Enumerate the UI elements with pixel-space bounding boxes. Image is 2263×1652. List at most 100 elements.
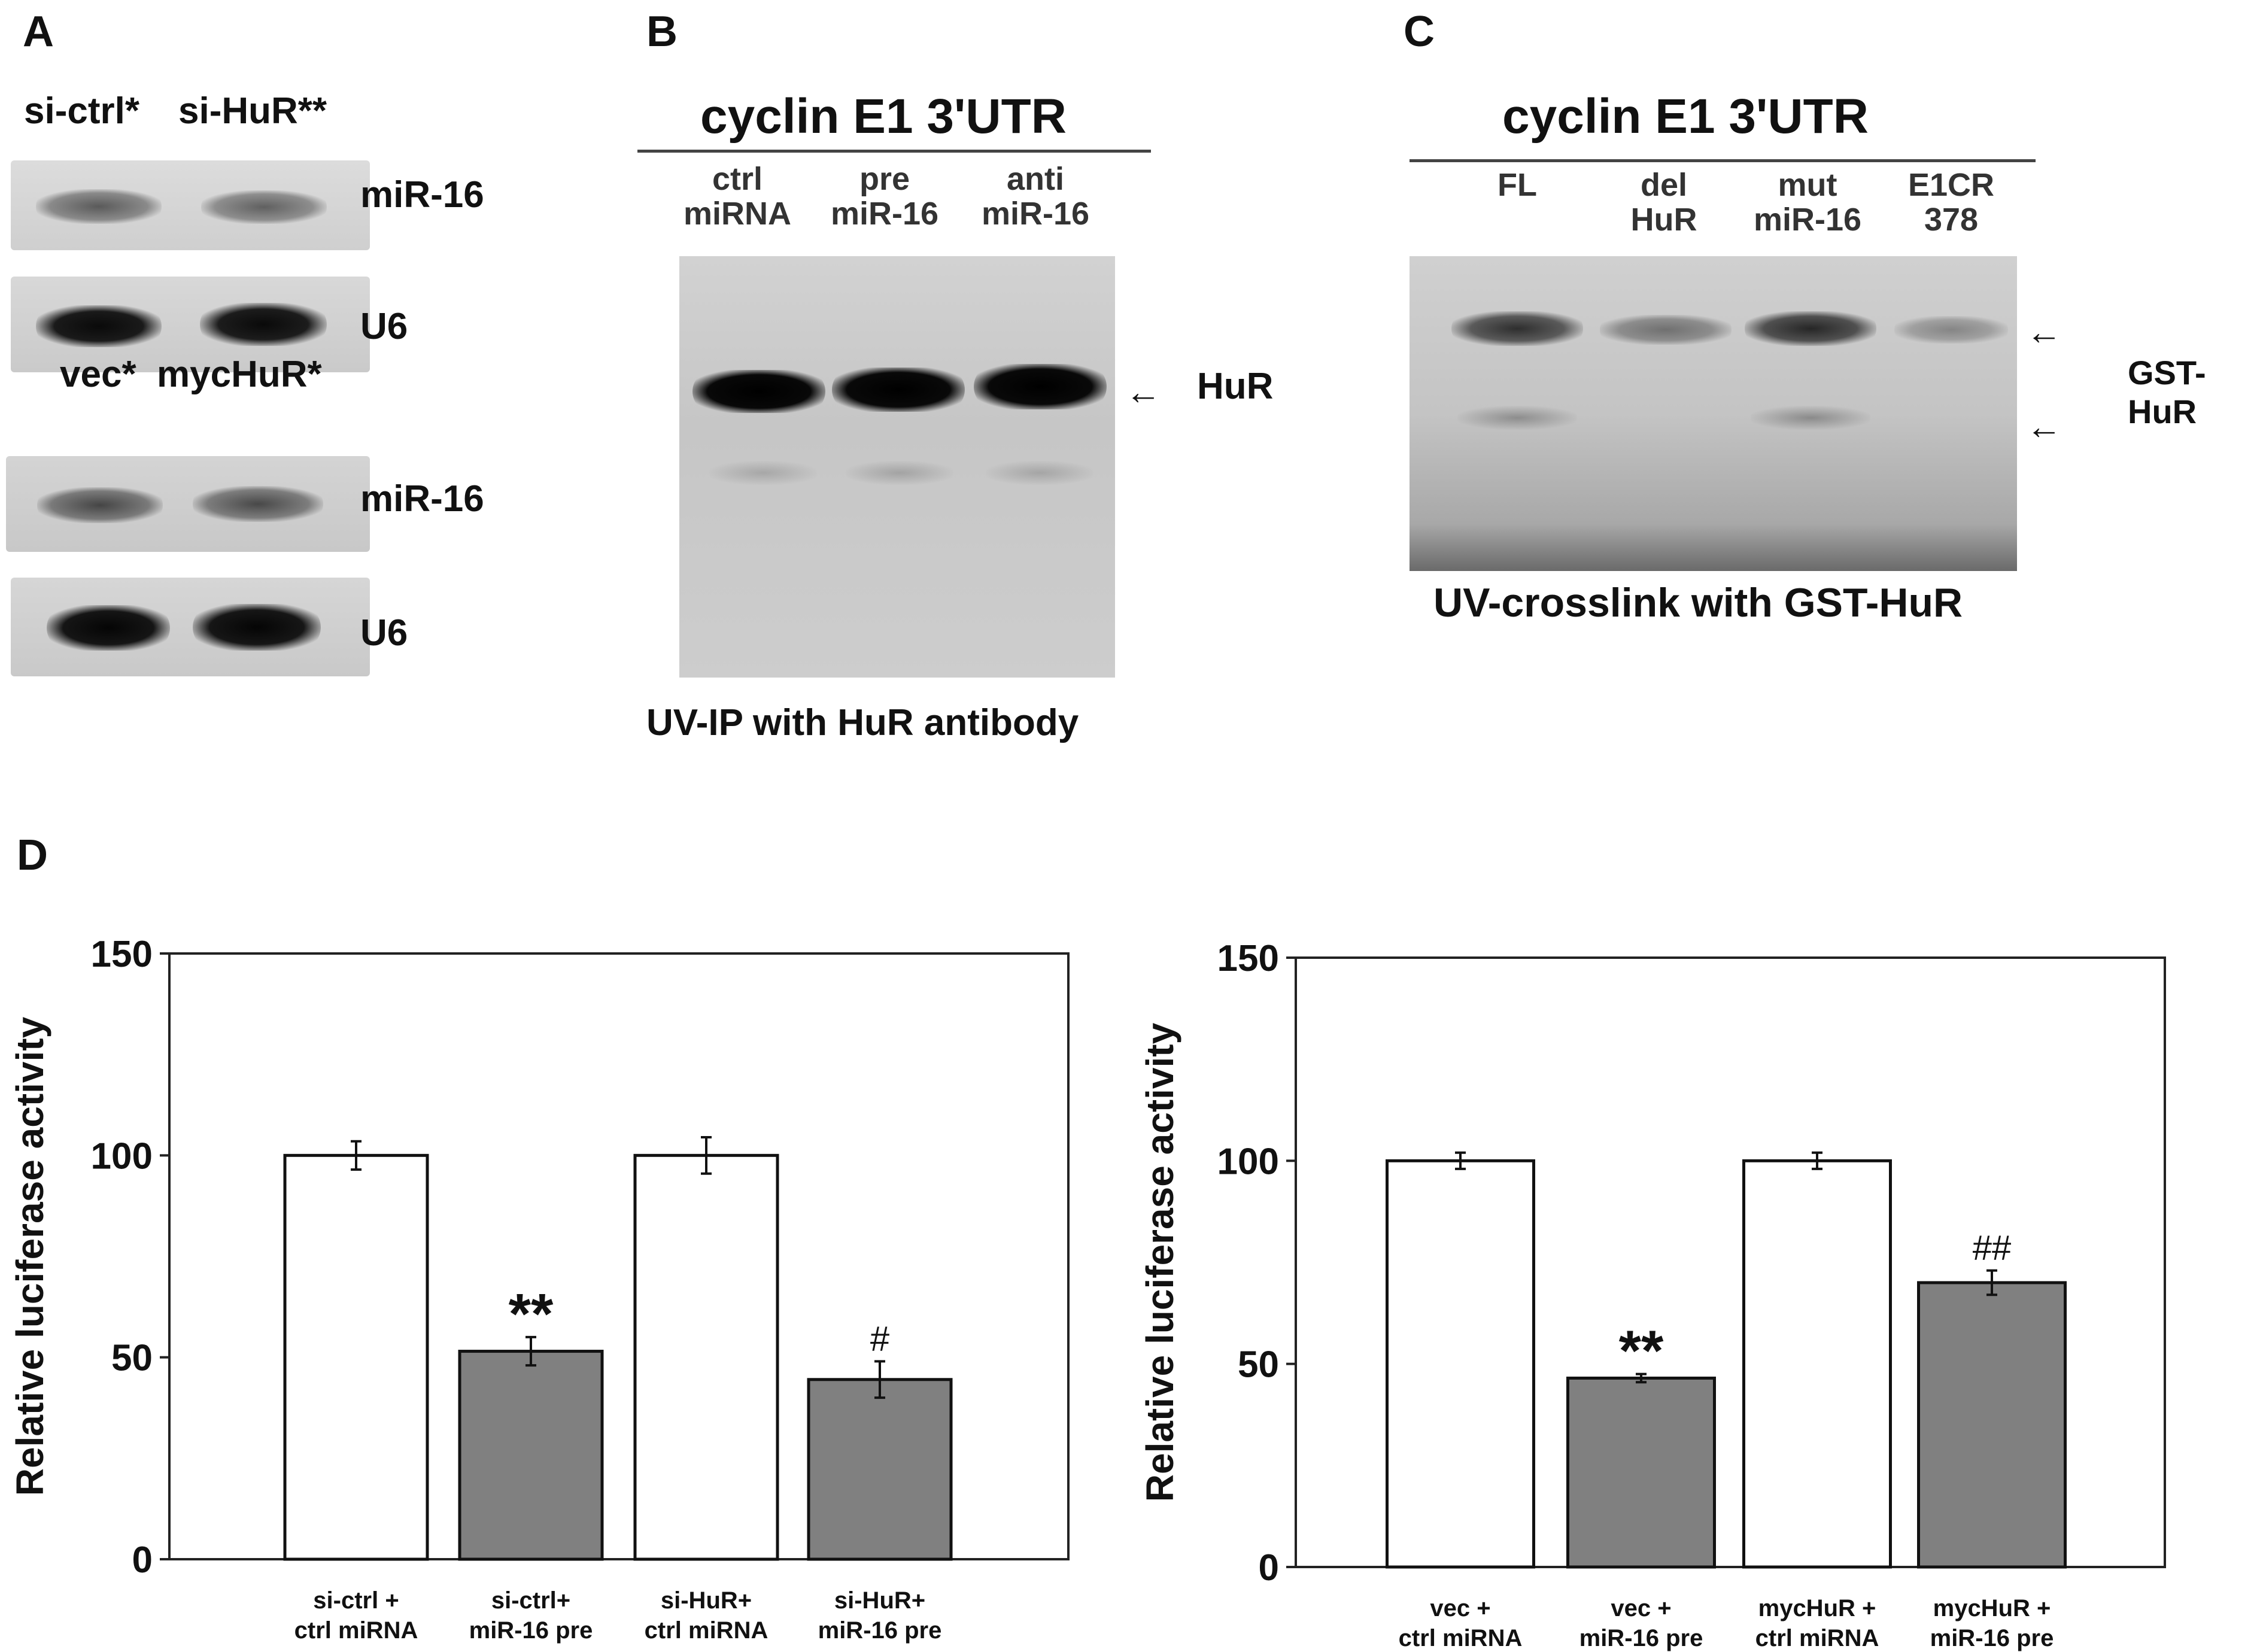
- blot-a3: [6, 456, 370, 552]
- band: [193, 604, 321, 651]
- panel-c-lane-3: mut miR-16: [1748, 168, 1867, 238]
- significance-label: ##: [1973, 1229, 2012, 1268]
- panel-b-lane-1: ctrl miRNA: [672, 162, 803, 232]
- lane-label-line1: anti: [1006, 161, 1064, 197]
- blot-a2-label: U6: [360, 306, 408, 347]
- lane-label-line2: miR-16: [981, 196, 1090, 232]
- panel-b-band-label: HuR: [1197, 366, 1274, 407]
- x-tick-label: miR-16 pre: [469, 1617, 593, 1644]
- x-tick-label: ctrl miRNA: [1755, 1625, 1879, 1651]
- x-tick-label: si-HuR+: [834, 1587, 925, 1614]
- y-tick-label: 150: [1217, 938, 1279, 979]
- lane-label-line1: FL: [1497, 167, 1537, 203]
- y-tick-label: 50: [1238, 1344, 1279, 1386]
- y-axis-label: Relative luciferase activity: [8, 1016, 51, 1496]
- arrow-left-icon: ←: [2026, 406, 2062, 447]
- panel-b-lane-2: pre miR-16: [819, 162, 950, 232]
- x-tick-label: vec +: [1611, 1595, 1671, 1621]
- panel-a-letter: A: [23, 8, 54, 56]
- panel-c-band-label: GST-HuR: [2128, 354, 2206, 430]
- band: [846, 461, 953, 485]
- panel-c-title: cyclin E1 3'UTR: [1502, 89, 1869, 144]
- band: [832, 368, 965, 412]
- x-tick-label: ctrl miRNA: [294, 1617, 418, 1644]
- bar: [1566, 1376, 1716, 1569]
- x-tick-label: miR-16 pre: [1579, 1625, 1703, 1651]
- arrow-left-icon: ←: [2026, 312, 2062, 352]
- bar: [1742, 1159, 1892, 1569]
- panel-a-lane-label-2: si-HuR**: [178, 90, 327, 132]
- lane-label-line1: pre: [859, 161, 910, 197]
- bar: [283, 1153, 429, 1561]
- blot-b: [679, 256, 1115, 678]
- x-tick-label: si-ctrl+: [491, 1587, 570, 1614]
- panel-c-lane-1: FL: [1457, 167, 1577, 203]
- plot-frame: [168, 952, 1070, 1560]
- y-axis-label: Relative luciferase activity: [1138, 1022, 1181, 1502]
- panel-a-lane-label-4: mycHuR*: [157, 354, 322, 395]
- panel-c-title-rule: [1410, 159, 2036, 162]
- panel-b-title: cyclin E1 3'UTR: [700, 89, 1067, 144]
- band: [1457, 406, 1577, 430]
- blot-a1-label: miR-16: [360, 174, 484, 215]
- x-tick-label: miR-16 pre: [818, 1617, 942, 1644]
- y-tick-label: 0: [132, 1539, 153, 1581]
- band: [201, 190, 327, 224]
- lane-label-line2: miR-16: [830, 196, 939, 232]
- blot-a1: [11, 160, 370, 250]
- band: [709, 461, 817, 485]
- panel-b-caption: UV-IP with HuR antibody: [646, 702, 1079, 743]
- y-tick-label: 150: [91, 934, 153, 975]
- plot-frame: [1295, 956, 2166, 1568]
- panel-a-lane-label-3: vec*: [60, 354, 136, 395]
- band: [36, 305, 162, 347]
- band: [974, 364, 1107, 409]
- bar: [1917, 1281, 2067, 1569]
- blot-a4-label: U6: [360, 612, 408, 654]
- bar: [807, 1378, 953, 1561]
- y-tick-label: 100: [1217, 1141, 1279, 1182]
- lane-label-line2: miRNA: [683, 196, 791, 232]
- band: [36, 189, 162, 224]
- band: [692, 370, 825, 413]
- bar: [1386, 1159, 1535, 1569]
- x-tick-label: miR-16 pre: [1930, 1625, 2054, 1651]
- significance-label: #: [870, 1319, 889, 1358]
- bar: [633, 1153, 779, 1561]
- x-tick-label: si-ctrl +: [313, 1587, 399, 1614]
- lane-label-line2: HuR: [1630, 202, 1697, 238]
- band: [47, 605, 170, 651]
- panel-d-letter: D: [17, 831, 48, 879]
- panel-c-caption: UV-crosslink with GST-HuR: [1433, 580, 1963, 625]
- band: [986, 461, 1093, 485]
- y-tick-label: 100: [91, 1135, 153, 1177]
- x-tick-label: ctrl miRNA: [645, 1617, 768, 1644]
- x-tick-label: mycHuR +: [1758, 1595, 1876, 1621]
- lane-label-line1: del: [1640, 167, 1688, 203]
- panel-c-letter: C: [1404, 8, 1435, 56]
- band: [1451, 311, 1583, 346]
- bar: [458, 1350, 604, 1561]
- y-tick-label: 0: [1259, 1547, 1279, 1589]
- panel-b-title-rule: [637, 150, 1151, 153]
- lane-label-line2: miR-16: [1753, 202, 1862, 238]
- x-tick-label: si-HuR+: [661, 1587, 752, 1614]
- significance-label: **: [509, 1282, 554, 1346]
- band: [1745, 311, 1876, 346]
- band: [1894, 316, 2008, 344]
- lane-label-line1: E1CR: [1907, 167, 1995, 203]
- band: [37, 487, 163, 523]
- panel-b-lane-3: anti miR-16: [970, 162, 1101, 232]
- band: [200, 303, 327, 346]
- panel-c-lane-4: E1CR 378: [1891, 168, 2011, 238]
- x-tick-label: mycHuR +: [1933, 1595, 2051, 1621]
- blot-c: [1410, 256, 2017, 571]
- x-tick-label: vec +: [1430, 1595, 1490, 1621]
- panel-c-lane-2: del HuR: [1604, 168, 1724, 238]
- panel-b-letter: B: [646, 8, 678, 56]
- panel-a-lane-label-1: si-ctrl*: [24, 90, 139, 132]
- band: [1600, 315, 1732, 345]
- luciferase-chart-mychur: 0 50 100 150 Relative luciferase activity vec…: [1138, 938, 2166, 1651]
- blot-a4: [11, 578, 370, 676]
- blot-a2: [11, 277, 370, 372]
